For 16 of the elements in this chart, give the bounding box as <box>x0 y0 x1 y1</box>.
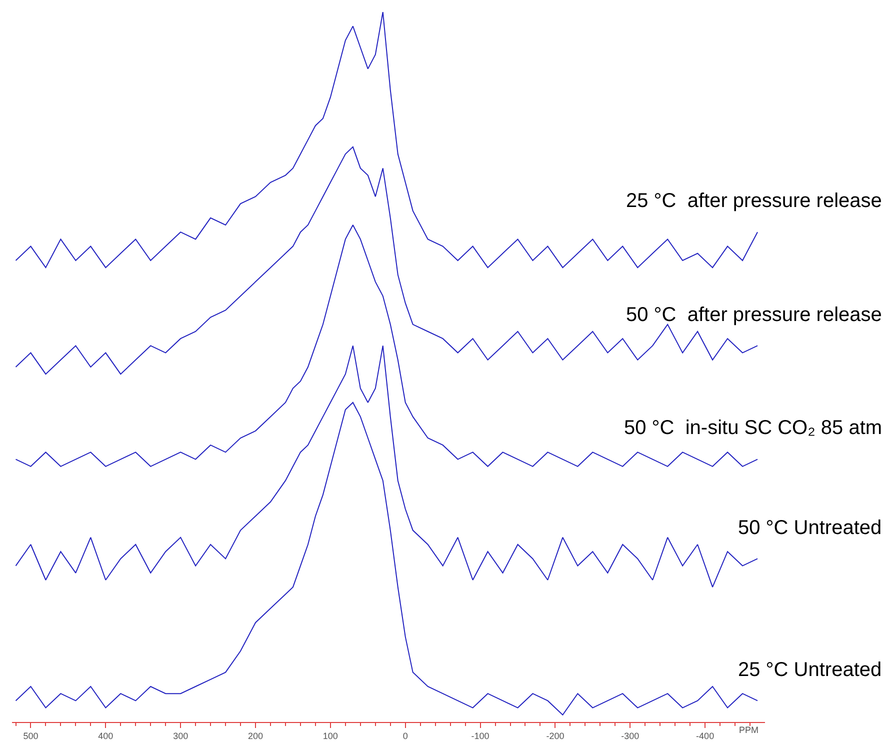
series-label: 50 °C Untreated <box>738 517 882 539</box>
series-label: 50 °C in-situ SC CO₂ 85 atm <box>624 417 882 439</box>
x-tick-label: -400 <box>696 730 714 741</box>
x-tick-label: 400 <box>98 730 114 741</box>
series-label: 25 °C after pressure release <box>626 190 882 212</box>
x-axis-title: PPM <box>739 725 759 735</box>
x-tick-label: 0 <box>402 730 408 741</box>
x-tick-label: 200 <box>248 730 264 741</box>
series-label: 25 °C Untreated <box>738 659 882 681</box>
x-tick-label: 100 <box>322 730 338 741</box>
x-tick-label: -200 <box>546 730 564 741</box>
series-label: 50 °C after pressure release <box>626 304 882 326</box>
x-tick-label: -300 <box>621 730 640 741</box>
x-tick-label: 300 <box>173 730 188 741</box>
x-tick-label: -100 <box>471 730 490 741</box>
x-tick-label: 500 <box>23 730 38 741</box>
